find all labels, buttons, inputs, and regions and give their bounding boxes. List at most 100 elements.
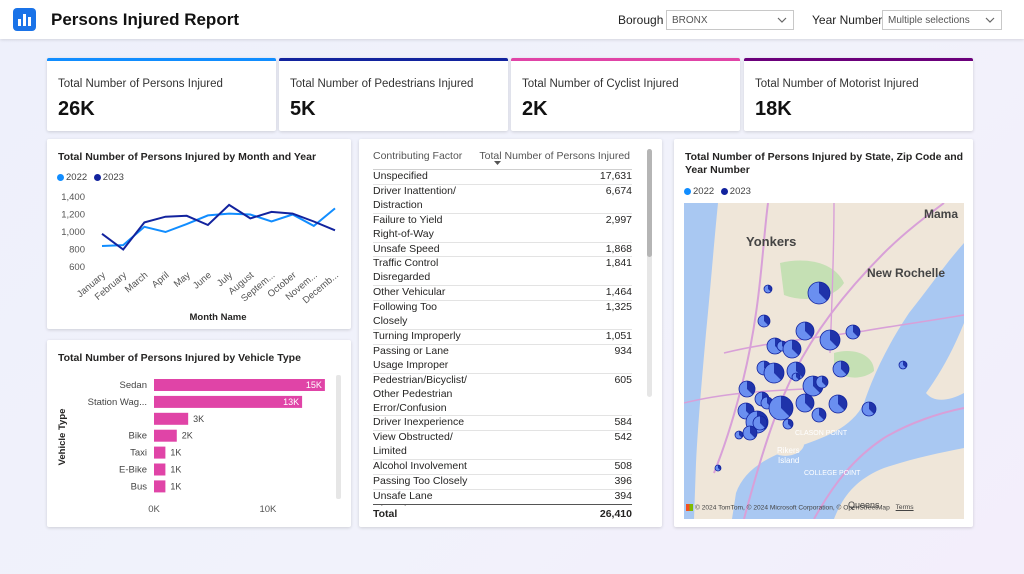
zip-bubble-slice — [796, 373, 800, 380]
zip-bubble-slice — [805, 322, 814, 338]
factor-name: Other Vehicular — [373, 286, 446, 299]
table-row[interactable]: Traffic Control Disregarded 1,841 — [373, 256, 632, 287]
table-row[interactable]: Passing Too Closely 396 — [373, 474, 632, 490]
category-label: Sedan — [120, 380, 147, 391]
table-row[interactable]: Unsafe Speed 1,868 — [373, 242, 632, 258]
factor-name: Traffic Control — [373, 257, 439, 270]
table-row[interactable]: Other Vehicular 1,464 — [373, 285, 632, 302]
bar-data-label: 1K — [170, 448, 181, 458]
column-header-total[interactable]: Total Number of Persons Injured — [479, 150, 630, 162]
table-row[interactable]: Following Too Closely 1,325 — [373, 300, 632, 330]
bar[interactable] — [154, 395, 303, 408]
factor-name: Unsafe Speed — [373, 242, 440, 255]
factor-name: Error/Confusion — [373, 401, 447, 414]
table-row[interactable]: Unsafe LaneChanging394 — [373, 489, 632, 506]
table-body: Unspecified 17,631 Driver Inattention/Dist… — [373, 170, 632, 506]
legend-2022-label[interactable]: 2022 — [66, 172, 88, 183]
x-tick-label: March — [123, 270, 150, 295]
line-chart-title: Total Number of Persons Injured by Month… — [58, 151, 317, 163]
table-row[interactable]: Turning Improperly 1,051 — [373, 329, 632, 345]
rikers-island — [772, 437, 804, 456]
map-place-college-point: COLLEGE POINT — [804, 470, 861, 477]
kpi-card: Total Number of Motorist Injured 18K — [744, 58, 973, 131]
line-chart[interactable]: 6008001,0001,2001,400JanuaryFebruaryMarc… — [47, 139, 351, 329]
zip-bubble-slice — [768, 285, 772, 292]
bar[interactable] — [154, 412, 189, 425]
borough-filter-label: Borough — [618, 13, 664, 27]
table-row[interactable]: Pedestrian/Bicyclist/Other Pedestrian Err… — [373, 373, 632, 417]
zip-bubble-slice — [718, 465, 721, 471]
bar[interactable] — [154, 446, 166, 459]
bar[interactable] — [154, 480, 166, 493]
y-axis-title: Vehicle Type — [57, 409, 68, 466]
table-row[interactable]: Unspecified 17,631 — [373, 170, 632, 185]
zip-bubble-slice — [747, 381, 755, 395]
table-row[interactable]: Failure to Yield Right-of-Way 2,997 — [373, 213, 632, 243]
legend-2023-icon — [93, 173, 101, 181]
table-row[interactable]: Alcohol Involvement 508 — [373, 459, 632, 476]
bar-data-label: 2K — [182, 431, 193, 441]
map-place-mamaroneck: Mama — [924, 207, 958, 221]
map-terms-link[interactable]: Terms — [895, 504, 914, 512]
table-total-row: Total 26,410 — [373, 504, 632, 523]
map-place-new-rochelle: New Rochelle — [867, 266, 945, 280]
factor-value: 2,997 — [566, 213, 632, 243]
line-chart-legend: 2022 2023 — [57, 172, 124, 183]
factor-name: Unsafe Lane — [373, 489, 433, 502]
year-filter-dropdown[interactable]: Multiple selections — [882, 10, 1002, 30]
factor-value: 1,464 — [566, 285, 632, 302]
factor-name: Right-of-Way — [373, 227, 434, 240]
total-value: 26,410 — [599, 508, 632, 520]
factor-name: Pedestrian/Bicyclist/ — [373, 373, 467, 386]
series-line-2023[interactable] — [101, 203, 336, 251]
zip-bubble-slice — [774, 363, 784, 380]
factor-name: Driver Inattention/ — [373, 184, 456, 197]
highway — [813, 407, 964, 519]
column-header-factor[interactable]: Contributing Factor — [373, 150, 463, 162]
table-scrollbar-thumb[interactable] — [647, 149, 652, 257]
bar-chart-card: Total Number of Persons Injured by Vehic… — [47, 340, 351, 527]
factor-name: View Obstructed/ — [373, 431, 453, 444]
kpi-value: 2K — [522, 98, 548, 120]
x-axis-title: Month Name — [190, 312, 247, 323]
map-legend-2023-label[interactable]: 2023 — [729, 186, 751, 197]
factor-value: 934 — [566, 344, 632, 374]
zip-bubble-slice — [760, 416, 767, 428]
factor-name: Usage Improper — [373, 358, 449, 371]
bar[interactable] — [154, 379, 325, 391]
zip-bubble-slice — [903, 361, 907, 368]
bar-chart[interactable]: Vehicle Type Sedan 15K Station Wag... 13K 3K B… — [47, 340, 351, 527]
category-label: Bus — [131, 481, 148, 492]
bar[interactable] — [154, 463, 166, 476]
factor-value: 508 — [566, 459, 632, 476]
borough-filter-dropdown[interactable]: BRONX — [666, 10, 794, 30]
factor-name: Limited — [373, 445, 407, 458]
factor-value: 542 — [566, 430, 632, 461]
table-scrollbar[interactable] — [647, 149, 652, 397]
bubble-map[interactable]: Yonkers New Rochelle Mama Rikers Island … — [684, 203, 964, 519]
legend-2023-label[interactable]: 2023 — [102, 172, 124, 183]
sort-descending-icon[interactable] — [494, 161, 501, 166]
factor-name: Following Too — [373, 301, 438, 314]
factor-name: Other Pedestrian — [373, 387, 453, 400]
y-tick-label: 1,200 — [61, 210, 85, 221]
factor-value: 1,841 — [566, 256, 632, 287]
category-label: E-Bike — [119, 465, 147, 476]
map-legend-2022-label[interactable]: 2022 — [693, 186, 715, 197]
highway — [723, 314, 964, 354]
map-place-rikers: Rikers — [777, 446, 800, 455]
table-row[interactable]: Passing or Lane Usage Improper 934 — [373, 344, 632, 374]
kpi-card: Total Number of Persons Injured 26K — [47, 58, 276, 131]
table-header: Contributing Factor Total Number of Pers… — [373, 150, 632, 170]
factor-name: Alcohol Involvement — [373, 460, 467, 473]
shore-land — [926, 323, 964, 400]
table-row[interactable]: Driver Inattention/Distraction 6,674 — [373, 184, 632, 214]
map-card: Total Number of Persons Injured by State… — [674, 139, 973, 527]
factor-value: 1,868 — [566, 242, 632, 258]
bar-chart-scrollbar[interactable] — [336, 375, 341, 499]
zip-bubble-slice — [841, 361, 849, 375]
bar[interactable] — [154, 429, 177, 442]
table-row[interactable]: View Obstructed/Limited 542 — [373, 430, 632, 461]
table-row[interactable]: Driver Inexperience 584 — [373, 415, 632, 432]
line-chart-card: Total Number of Persons Injured by Month… — [47, 139, 351, 329]
